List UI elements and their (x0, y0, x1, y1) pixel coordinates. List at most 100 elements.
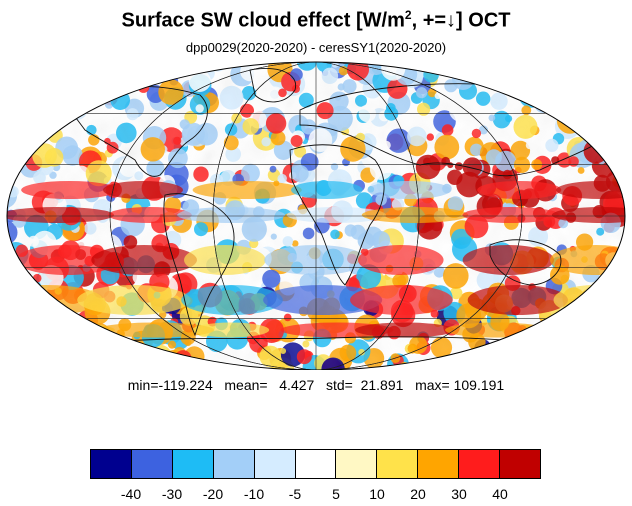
field-cell (110, 77, 122, 90)
field-cell (590, 107, 605, 123)
field-cell (123, 344, 141, 362)
field-cell (129, 355, 154, 370)
field-cell (588, 298, 596, 306)
colorbar-tick-label: 5 (332, 486, 340, 502)
field-cell (26, 62, 49, 76)
field-cell (531, 337, 555, 361)
field-cell (595, 282, 609, 296)
field-cell (62, 83, 74, 94)
field-cell (30, 62, 51, 74)
colorbar-tick-label: 40 (492, 486, 508, 502)
field-cell (605, 128, 614, 136)
field-cell (484, 64, 503, 83)
field-cell (69, 312, 78, 321)
title-rest: , +=↓] OCT (411, 9, 511, 32)
field-cell (598, 335, 612, 349)
field-cell (153, 350, 171, 369)
field-cell (207, 62, 216, 68)
field-cell (595, 62, 613, 71)
field-cell (53, 353, 76, 370)
colorbar-tick-label: 30 (451, 486, 467, 502)
field-cell (65, 66, 76, 77)
field-cell (8, 90, 19, 101)
field-cell (62, 317, 84, 338)
field-cell (561, 92, 573, 104)
field-cell (42, 327, 54, 339)
map-border (6, 61, 626, 370)
field-cell (578, 292, 604, 318)
field-cell (525, 358, 537, 370)
field-cell (541, 328, 567, 355)
colorbar-tick-label: -30 (161, 486, 183, 502)
coastlines (69, 67, 611, 346)
field-cell (106, 63, 114, 71)
field-cell (602, 85, 614, 97)
field-cell (419, 366, 427, 370)
field-cell (7, 315, 28, 339)
field-cell (604, 283, 625, 306)
longitude-line (212, 62, 420, 370)
field-cell (473, 62, 496, 76)
field-cell (72, 315, 80, 323)
field-cell (24, 341, 44, 360)
coast-south-america (163, 193, 235, 337)
field-cell (7, 275, 17, 299)
field-cell (596, 88, 617, 108)
field-cell (484, 62, 505, 82)
field-cell (616, 170, 625, 183)
field-cell (558, 66, 582, 90)
field-cell (568, 312, 586, 329)
field-cell (612, 347, 625, 370)
coast-eurasia (299, 83, 611, 177)
field-cell (12, 329, 36, 353)
field-cell (482, 65, 491, 74)
coast-north-america (69, 86, 208, 177)
field-cell (53, 328, 67, 342)
field-cell (7, 77, 22, 104)
field-cell (584, 321, 596, 333)
field-cell (7, 258, 12, 279)
field-cell (0, 141, 6, 150)
colorbar-box (459, 450, 501, 478)
field-cell (102, 332, 115, 345)
field-cell (600, 98, 610, 107)
field-cell (589, 313, 609, 333)
field-cell (528, 336, 542, 350)
field-cell (13, 320, 21, 328)
field-cell (65, 318, 86, 338)
field-cell (594, 71, 618, 95)
field-cell (57, 96, 66, 105)
field-cell (7, 68, 13, 90)
field-cell (502, 345, 509, 352)
field-cell (102, 65, 118, 81)
coast-greenland (249, 67, 297, 103)
field-cell (41, 89, 67, 115)
colorbar-box (172, 450, 214, 478)
field-cell (576, 75, 594, 93)
field-cell (38, 95, 51, 109)
field-cell (560, 77, 577, 94)
field-cell (560, 93, 575, 108)
field-cell (28, 66, 45, 84)
colorbar-box (418, 450, 460, 478)
field-cell (520, 354, 527, 361)
colorbar-tick-label: -10 (243, 486, 265, 502)
field-cell (595, 324, 602, 331)
field-cell (471, 357, 493, 370)
field-cell (600, 94, 625, 121)
field-cell (459, 62, 479, 77)
field-cell (33, 349, 40, 357)
field-cell (173, 357, 192, 370)
title-main: Surface SW cloud effect [W/m (121, 9, 405, 32)
field-cell (571, 80, 587, 96)
field-cell (560, 96, 585, 121)
field-cell (457, 62, 482, 79)
field-cell (457, 62, 471, 75)
field-cell (43, 90, 58, 105)
field-cell (112, 67, 124, 79)
field-cell (559, 103, 566, 111)
chart-subtitle: dpp0029(2020-2020) - ceresSY1(2020-2020) (185, 40, 447, 55)
field-cell (587, 117, 607, 137)
colorbar-tick-label: 10 (369, 486, 385, 502)
field-cell (442, 356, 465, 370)
